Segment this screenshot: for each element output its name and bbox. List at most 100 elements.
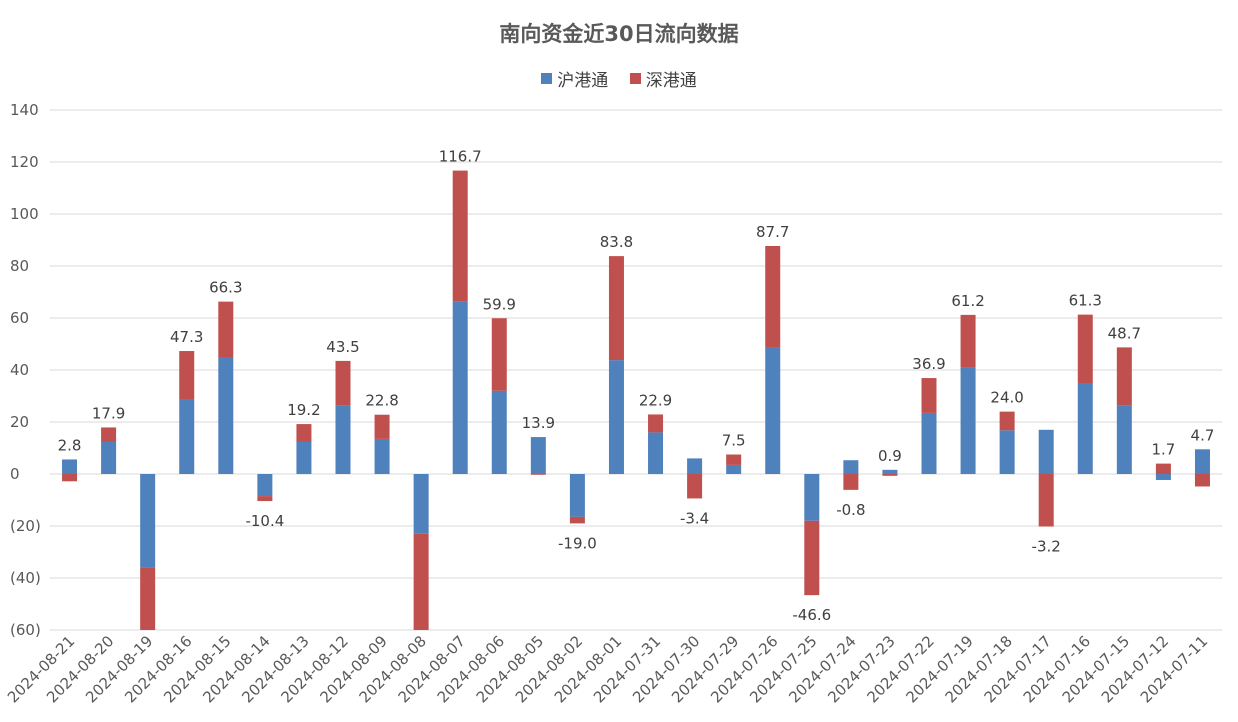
bar-segment-sh (101, 441, 117, 474)
bar-segment-sz (804, 520, 820, 596)
bar-segment-sz (1038, 474, 1054, 527)
data-label: 43.5 (326, 338, 359, 356)
bar-segment-sz (648, 414, 664, 433)
y-tick-label: 40 (10, 361, 29, 379)
bar-segment-sh (804, 474, 820, 521)
bar-segment-sh (569, 474, 585, 517)
data-label: 19.2 (287, 401, 320, 419)
y-tick-label: (20) (10, 517, 41, 535)
bar-segment-sh (1038, 429, 1054, 474)
data-label: 13.9 (522, 414, 555, 432)
legend-item-sz: 深港通 (629, 66, 697, 91)
bar-segment-sh (140, 474, 156, 568)
data-label: 7.5 (722, 432, 746, 450)
data-label: 66.3 (209, 279, 242, 297)
data-label: 47.3 (170, 328, 203, 346)
bar-segment-sh (413, 474, 429, 534)
data-label: 61.3 (1069, 292, 1102, 310)
legend-item-sh: 沪港通 (541, 66, 608, 91)
data-label: 1.7 (1151, 441, 1175, 459)
chart-title: 南向资金近30日流向数据 (499, 22, 739, 46)
data-label: 2.8 (58, 436, 82, 454)
bar-segment-sh (687, 458, 703, 474)
data-label: 59.9 (483, 295, 516, 313)
bar-segment-sz (296, 424, 312, 442)
bar-segment-sh (1116, 405, 1132, 474)
bar-segment-sz (140, 567, 156, 630)
bar-segment-sz (608, 256, 624, 361)
y-tick-label: (60) (10, 621, 41, 639)
bar-segment-sz (726, 454, 742, 465)
y-tick-label: 80 (10, 257, 29, 275)
legend-label-sz: 深港通 (645, 71, 697, 91)
data-label: 116.7 (439, 148, 482, 166)
bar-segment-sz (999, 411, 1015, 431)
bar-segment-sh (62, 459, 78, 474)
data-label: -46.6 (792, 606, 831, 624)
bar-segment-sz (62, 474, 78, 482)
bar-segment-sh (179, 399, 195, 474)
bar-segment-sh (648, 432, 664, 474)
bar-segment-sz (218, 301, 234, 357)
data-label: 4.7 (1191, 426, 1215, 444)
bar-segment-sz (882, 474, 898, 476)
data-label: 0.9 (878, 447, 902, 465)
y-tick-label: 0 (10, 465, 20, 483)
data-label: 24.0 (990, 389, 1023, 407)
data-label: 87.7 (756, 223, 789, 241)
bar-segment-sz (1116, 347, 1132, 406)
bar-segment-sh (726, 464, 742, 474)
bar-segment-sz (687, 474, 703, 499)
bar-segment-sh (960, 367, 976, 474)
bar-segment-sh (452, 301, 468, 474)
bar-segment-sh (296, 441, 312, 474)
bar-segment-sh (257, 474, 273, 497)
legend-swatch-sz (629, 73, 641, 84)
legend-swatch-sh (541, 73, 553, 84)
y-tick-label: 120 (10, 153, 39, 171)
bar-segment-sz (1194, 474, 1210, 487)
bar-segment-sz (1155, 463, 1171, 474)
bar-segment-sz (765, 245, 781, 348)
y-tick-label: 100 (10, 205, 39, 223)
y-tick-label: 140 (10, 101, 39, 119)
data-label: 17.9 (92, 404, 125, 422)
bar-segment-sz (569, 516, 585, 524)
bar-segment-sh (335, 405, 351, 474)
bar-segment-sz (335, 360, 351, 406)
bar-segment-sz (257, 496, 273, 502)
bar-segment-sz (374, 414, 390, 439)
bar-segment-sz (1077, 314, 1093, 383)
bar-segment-sh (530, 437, 546, 474)
data-label: -10.4 (245, 512, 284, 530)
bar-segment-sz (101, 427, 117, 442)
data-label: -0.8 (836, 501, 865, 519)
bar-segment-sz (960, 314, 976, 368)
data-label: -19.0 (558, 534, 597, 552)
bar-segment-sh (1155, 474, 1171, 480)
bar-segment-sh (218, 357, 234, 474)
bar-segment-sz (491, 318, 507, 391)
legend-label-sh: 沪港通 (557, 71, 609, 91)
bar-segment-sh (608, 360, 624, 474)
bar-segment-sh (882, 469, 898, 474)
data-label: 83.8 (600, 233, 633, 251)
bar-segment-sh (491, 390, 507, 474)
bar-segment-sh (1077, 383, 1093, 474)
data-label: 48.7 (1108, 324, 1141, 342)
bar-segment-sh (1194, 449, 1210, 474)
bar-segment-sh (765, 347, 781, 474)
bar-segment-sz (413, 533, 429, 630)
data-label: -3.4 (680, 509, 709, 527)
data-label: 22.8 (365, 392, 398, 410)
bar-segment-sz (843, 474, 859, 490)
bar-segment-sz (179, 351, 195, 400)
bars-group (62, 170, 1210, 630)
data-label: 61.2 (951, 292, 984, 310)
y-tick-label: 60 (10, 309, 29, 327)
data-label: -3.2 (1032, 538, 1061, 556)
bar-segment-sh (921, 412, 937, 474)
y-tick-label: 20 (10, 413, 29, 431)
y-tick-label: (40) (10, 569, 41, 587)
